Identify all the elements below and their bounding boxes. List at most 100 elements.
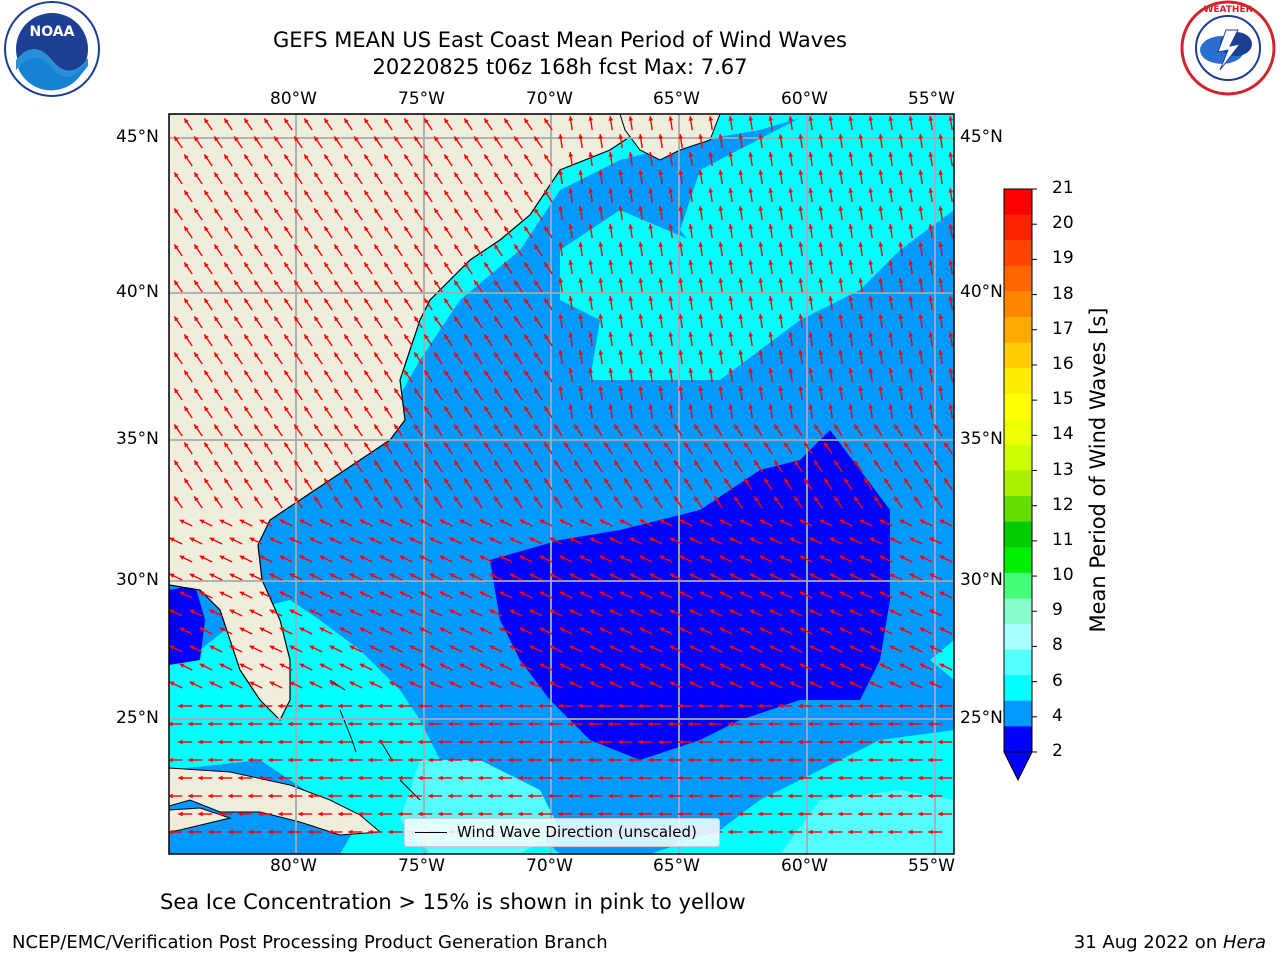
wave-arrow-head xyxy=(778,386,784,391)
wave-arrow-head xyxy=(888,829,893,835)
wave-arrow-head xyxy=(758,134,764,139)
wave-arrow-head xyxy=(878,314,884,319)
wave-arrow-head xyxy=(938,703,943,709)
wave-arrow-head xyxy=(819,627,825,632)
wave-arrow-head xyxy=(664,442,669,448)
wave-arrow-head xyxy=(404,298,409,304)
wave-arrow-head xyxy=(209,573,215,578)
wave-arrow-head xyxy=(339,591,345,596)
wave-arrow-head xyxy=(758,242,764,247)
wave-arrow-head xyxy=(504,262,509,268)
wave-arrow-head xyxy=(848,116,854,121)
wave-arrow-head xyxy=(244,118,249,124)
wave-arrow-head xyxy=(464,154,469,160)
colorbar-tick-label: 19 xyxy=(1052,248,1074,269)
wave-arrow-head xyxy=(194,496,199,502)
wave-arrow-head xyxy=(404,190,409,196)
wave-arrow-head xyxy=(878,350,884,355)
wave-arrow-head xyxy=(514,208,519,214)
wave-arrow-head xyxy=(258,775,263,781)
wave-arrow-head xyxy=(509,681,515,686)
wave-arrow-head xyxy=(318,703,323,709)
wave-arrow-head xyxy=(484,298,489,304)
wave-arrow-head xyxy=(529,645,535,650)
wave-arrow-head xyxy=(234,496,239,502)
wave-arrow-head xyxy=(879,627,885,632)
wave-arrow-head xyxy=(689,573,695,578)
wave-arrow-head xyxy=(798,739,803,745)
wave-arrow-head xyxy=(464,406,469,412)
wave-arrow-head xyxy=(494,496,499,502)
wave-arrow-head xyxy=(544,406,549,412)
wave-arrow-head xyxy=(649,681,655,686)
wave-arrow-head xyxy=(339,627,345,632)
wave-arrow-head xyxy=(208,829,213,835)
wave-arrow-head xyxy=(359,555,365,560)
colorbar-tick-label: 6 xyxy=(1052,670,1063,691)
wave-arrow-head xyxy=(748,404,754,409)
wave-arrow-head xyxy=(758,170,764,175)
wave-arrow-head xyxy=(838,278,844,283)
wave-arrow-head xyxy=(808,721,813,727)
wave-arrow-head xyxy=(878,206,884,211)
wave-arrow-head xyxy=(759,627,765,632)
wave-arrow-head xyxy=(628,152,634,157)
wave-arrow-head xyxy=(404,334,409,340)
wave-arrow-head xyxy=(819,663,825,668)
wave-arrow-head xyxy=(848,332,854,337)
wave-arrow-head xyxy=(259,627,265,632)
wave-arrow-head xyxy=(884,478,889,484)
wave-arrow-head xyxy=(349,573,355,578)
wave-arrow-head xyxy=(224,406,229,412)
wave-arrow-head xyxy=(829,573,835,578)
wave-arrow-head xyxy=(499,627,505,632)
wave-arrow-head xyxy=(829,537,835,542)
wave-arrow-head xyxy=(754,460,759,466)
wave-arrow-head xyxy=(184,262,189,268)
wave-arrow-head xyxy=(364,298,369,304)
wave-arrow-head xyxy=(858,811,863,817)
wave-arrow-head xyxy=(468,793,473,799)
wave-arrow-head xyxy=(598,386,604,391)
wave-arrow-head xyxy=(274,208,279,214)
wave-arrow-head xyxy=(324,154,329,160)
wave-arrow-head xyxy=(354,496,359,502)
wave-arrow-head xyxy=(868,829,873,835)
wave-arrow-head xyxy=(918,278,924,283)
wave-arrow-head xyxy=(484,226,489,232)
wave-arrow-head xyxy=(434,280,439,286)
wave-arrow-head xyxy=(899,591,905,596)
wave-arrow-head xyxy=(219,663,225,668)
wave-arrow-head xyxy=(494,352,499,358)
wave-arrow-head xyxy=(828,224,834,229)
wave-arrow-head xyxy=(294,172,299,178)
wave-arrow-head xyxy=(658,206,664,211)
wave-arrow-head xyxy=(628,116,634,121)
wave-arrow-head xyxy=(628,793,633,799)
wave-arrow-head xyxy=(314,424,319,430)
wave-arrow-head xyxy=(184,478,189,484)
wave-arrow-head xyxy=(854,496,859,502)
wave-arrow-head xyxy=(558,811,563,817)
wave-arrow-head xyxy=(868,757,873,763)
wave-arrow-head xyxy=(534,352,539,358)
wave-arrow-head xyxy=(544,478,549,484)
wave-arrow-head xyxy=(858,134,864,139)
wave-arrow-head xyxy=(449,537,455,542)
wave-arrow-head xyxy=(289,681,295,686)
wave-arrow-head xyxy=(879,591,885,596)
wave-arrow-head xyxy=(744,478,749,484)
wave-arrow-head xyxy=(648,404,654,409)
wave-arrow-head xyxy=(578,739,583,745)
wave-arrow-head xyxy=(434,460,439,466)
wave-arrow-head xyxy=(684,442,689,448)
wave-arrow-head xyxy=(378,739,383,745)
wave-arrow-head xyxy=(798,703,803,709)
wave-arrow-head xyxy=(889,645,895,650)
wave-arrow-head xyxy=(194,424,199,430)
wave-arrow-head xyxy=(908,829,913,835)
wave-arrow-head xyxy=(298,811,303,817)
wave-arrow-head xyxy=(524,478,529,484)
wave-arrow-head xyxy=(718,386,724,391)
map-frame xyxy=(168,113,955,855)
